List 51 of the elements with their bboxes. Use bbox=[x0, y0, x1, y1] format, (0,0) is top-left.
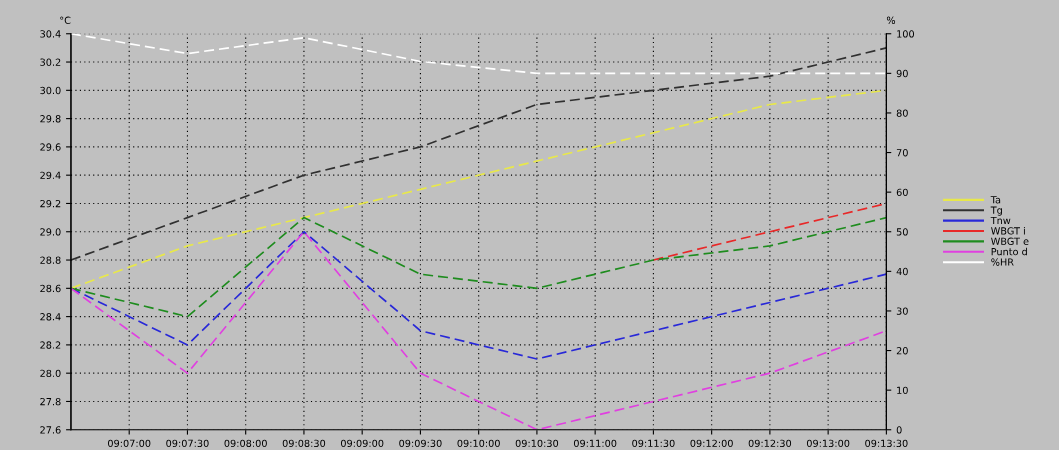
x-tick-label: 09:09:00 bbox=[340, 439, 384, 447]
legend-label: Tnw bbox=[990, 216, 1011, 225]
x-tick-label: 09:12:30 bbox=[748, 439, 792, 447]
x-tick-label: 09:09:30 bbox=[399, 439, 442, 447]
line-series bbox=[70, 216, 887, 318]
y2-tick-label: 50 bbox=[896, 228, 908, 236]
legend-label: Ta bbox=[990, 196, 1001, 204]
y-tick-label: 30.0 bbox=[40, 86, 61, 95]
legend-label: Tg bbox=[990, 206, 1002, 216]
legend-label: WBGT e bbox=[991, 237, 1029, 245]
y-tick-label: 29.0 bbox=[40, 228, 61, 236]
y2-tick-label: 70 bbox=[896, 149, 908, 157]
x-tick-label: 09:07:30 bbox=[166, 439, 209, 447]
x-tick-label: 09:11:30 bbox=[632, 439, 675, 447]
y2-tick-label: 60 bbox=[896, 188, 908, 196]
y-tick-label: 28.6 bbox=[40, 284, 61, 293]
y-tick-label: 28.0 bbox=[40, 369, 61, 378]
x-tick-label: 09:13:30 bbox=[865, 439, 908, 447]
y-tick-label: 29.2 bbox=[40, 199, 61, 208]
y2-tick-label: 80 bbox=[896, 109, 908, 117]
y2-tick-label: 10 bbox=[897, 386, 908, 394]
x-tick-label: 09:12:00 bbox=[690, 439, 733, 447]
y2-tick-label: 100 bbox=[897, 30, 915, 38]
y-tick-label: 29.6 bbox=[40, 143, 61, 151]
legend-label: Punto d bbox=[991, 247, 1027, 256]
x-tick-label: 09:10:30 bbox=[515, 439, 559, 447]
x-tick-label: 09:11:00 bbox=[573, 439, 617, 447]
y2-tick-label: 90 bbox=[896, 69, 908, 78]
y2-tick-label: 20 bbox=[896, 347, 908, 355]
y-tick-label: 28.4 bbox=[40, 313, 61, 321]
x-tick-label: 09:10:00 bbox=[457, 439, 500, 447]
legend-label: WBGT i bbox=[991, 227, 1025, 235]
y-tick-label: 28.8 bbox=[40, 256, 61, 264]
y2-tick-label: 30 bbox=[896, 307, 908, 315]
x-tick-label: 09:08:30 bbox=[282, 439, 326, 447]
y-tick-label: 27.8 bbox=[40, 397, 61, 406]
legend-label: %HR bbox=[991, 258, 1014, 266]
y-tick-label: 29.4 bbox=[40, 171, 61, 180]
y-axis-title: °C bbox=[60, 16, 71, 24]
y2-axis-title: % bbox=[886, 16, 896, 24]
y-tick-label: 27.6 bbox=[40, 426, 61, 434]
y-tick-label: 28.2 bbox=[40, 341, 61, 349]
line-series bbox=[70, 47, 887, 261]
x-tick-label: 09:13:00 bbox=[806, 439, 850, 447]
x-tick-label: 09:08:00 bbox=[224, 439, 267, 447]
y2-tick-label: 40 bbox=[896, 267, 908, 276]
y-tick-label: 29.8 bbox=[40, 115, 61, 123]
y-tick-label: 30.2 bbox=[40, 58, 61, 66]
y-tick-label: 30.4 bbox=[40, 30, 61, 38]
x-tick-label: 09:07:00 bbox=[108, 439, 151, 447]
y2-tick-label: 0 bbox=[896, 426, 902, 434]
